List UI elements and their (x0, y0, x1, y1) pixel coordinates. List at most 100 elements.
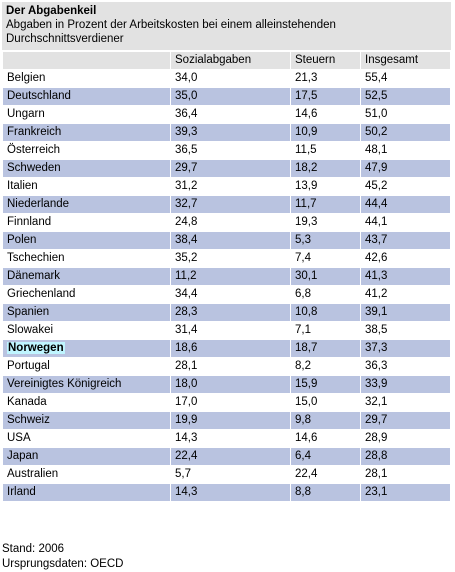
value-cell: 41,2 (360, 285, 451, 304)
value-cell: 31,2 (170, 177, 291, 196)
country-cell: Polen (2, 231, 171, 250)
value-cell: 35,2 (170, 249, 291, 268)
subtitle: Durchschnittsverdiener (6, 33, 124, 45)
header-cell (2, 51, 171, 70)
value-cell: 17,0 (170, 393, 291, 412)
value-cell: 52,5 (360, 87, 451, 106)
value-cell: 34,4 (170, 285, 291, 304)
table-row: Portugal 28,1 8,2 36,3 (2, 357, 451, 376)
country-cell: Dänemark (2, 267, 171, 286)
value-cell: 50,2 (360, 123, 451, 142)
country-cell: Schweden (2, 159, 171, 178)
value-cell: 33,9 (360, 375, 451, 394)
value-cell: 21,3 (290, 69, 361, 88)
value-cell: 45,2 (360, 177, 451, 196)
country-cell: Norwegen (2, 339, 171, 358)
value-cell: 13,9 (290, 177, 361, 196)
value-cell: 17,5 (290, 87, 361, 106)
table-row: Japan 22,4 6,4 28,8 (2, 447, 451, 466)
value-cell: 38,5 (360, 321, 451, 340)
table-row: Ungarn 36,4 14,6 51,0 (2, 105, 451, 124)
value-cell: 22,4 (290, 465, 361, 484)
table-row: Polen 38,4 5,3 43,7 (2, 231, 451, 250)
value-cell: 44,4 (360, 195, 451, 214)
table-row: Schweiz 19,9 9,8 29,7 (2, 411, 451, 430)
table-row: Schweden 29,7 18,2 47,9 (2, 159, 451, 178)
value-cell: 14,3 (170, 483, 291, 502)
table: Sozialabgaben Steuern Insgesamt Belgien 34,0… (2, 51, 451, 502)
table-row: Spanien 28,3 10,8 39,1 (2, 303, 451, 322)
country-cell: Spanien (2, 303, 171, 322)
table-row: Slowakei 31,4 7,1 38,5 (2, 321, 451, 340)
footer-line: Ursprungsdaten: OECD (2, 558, 124, 570)
value-cell: 6,8 (290, 285, 361, 304)
value-cell: 14,6 (290, 105, 361, 124)
country-cell: Irland (2, 483, 171, 502)
value-cell: 18,6 (170, 339, 291, 358)
table-row: Niederlande 32,7 11,7 44,4 (2, 195, 451, 214)
table-row: Dänemark 11,2 30,1 41,3 (2, 267, 451, 286)
value-cell: 39,1 (360, 303, 451, 322)
country-cell: Frankreich (2, 123, 171, 142)
table-row: Deutschland 35,0 17,5 52,5 (2, 87, 451, 106)
value-cell: 15,9 (290, 375, 361, 394)
value-cell: 37,3 (360, 339, 451, 358)
table-row: Griechenland 34,4 6,8 41,2 (2, 285, 451, 304)
value-cell: 32,7 (170, 195, 291, 214)
country-cell: Schweiz (2, 411, 171, 430)
value-cell: 7,1 (290, 321, 361, 340)
country-cell: USA (2, 429, 171, 448)
value-cell: 10,9 (290, 123, 361, 142)
value-cell: 30,1 (290, 267, 361, 286)
value-cell: 14,3 (170, 429, 291, 448)
value-cell: 34,0 (170, 69, 291, 88)
value-cell: 24,8 (170, 213, 291, 232)
value-cell: 29,7 (360, 411, 451, 430)
country-cell: Slowakei (2, 321, 171, 340)
header-cell: Insgesamt (360, 51, 451, 70)
country-cell: Australien (2, 465, 171, 484)
value-cell: 36,4 (170, 105, 291, 124)
value-cell: 28,1 (170, 357, 291, 376)
value-cell: 18,2 (290, 159, 361, 178)
highlighted-country: Norwegen (7, 342, 65, 354)
title: Der Abgabenkeil (6, 5, 97, 17)
footer: Stand: 2006 Ursprungsdaten: OECD (2, 542, 123, 572)
value-cell: 36,3 (360, 357, 451, 376)
table-row: USA 14,3 14,6 28,9 (2, 429, 451, 448)
value-cell: 48,1 (360, 141, 451, 160)
country-cell: Niederlande (2, 195, 171, 214)
table-row: Irland 14,3 8,8 23,1 (2, 483, 451, 502)
value-cell: 55,4 (360, 69, 451, 88)
table-row: Finnland 24,8 19,3 44,1 (2, 213, 451, 232)
table-row: Belgien 34,0 21,3 55,4 (2, 69, 451, 88)
value-cell: 39,3 (170, 123, 291, 142)
value-cell: 8,2 (290, 357, 361, 376)
header-row: Sozialabgaben Steuern Insgesamt (2, 51, 451, 70)
country-cell: Deutschland (2, 87, 171, 106)
header-cell: Sozialabgaben (170, 51, 291, 70)
country-cell: Finnland (2, 213, 171, 232)
footer-line: Stand: 2006 (2, 543, 65, 555)
value-cell: 8,8 (290, 483, 361, 502)
value-cell: 10,8 (290, 303, 361, 322)
value-cell: 18,7 (290, 339, 361, 358)
value-cell: 23,1 (360, 483, 451, 502)
header-cell: Steuern (290, 51, 361, 70)
country-cell: Ungarn (2, 105, 171, 124)
value-cell: 28,3 (170, 303, 291, 322)
header: Der Abgabenkeil Abgaben in Prozent der A… (2, 2, 451, 50)
value-cell: 38,4 (170, 231, 291, 250)
value-cell: 19,9 (170, 411, 291, 430)
value-cell: 42,6 (360, 249, 451, 268)
value-cell: 11,7 (290, 195, 361, 214)
value-cell: 29,7 (170, 159, 291, 178)
country-cell: Griechenland (2, 285, 171, 304)
country-cell: Italien (2, 177, 171, 196)
country-cell: Portugal (2, 357, 171, 376)
value-cell: 9,8 (290, 411, 361, 430)
value-cell: 6,4 (290, 447, 361, 466)
value-cell: 22,4 (170, 447, 291, 466)
table-row: Kanada 17,0 15,0 32,1 (2, 393, 451, 412)
